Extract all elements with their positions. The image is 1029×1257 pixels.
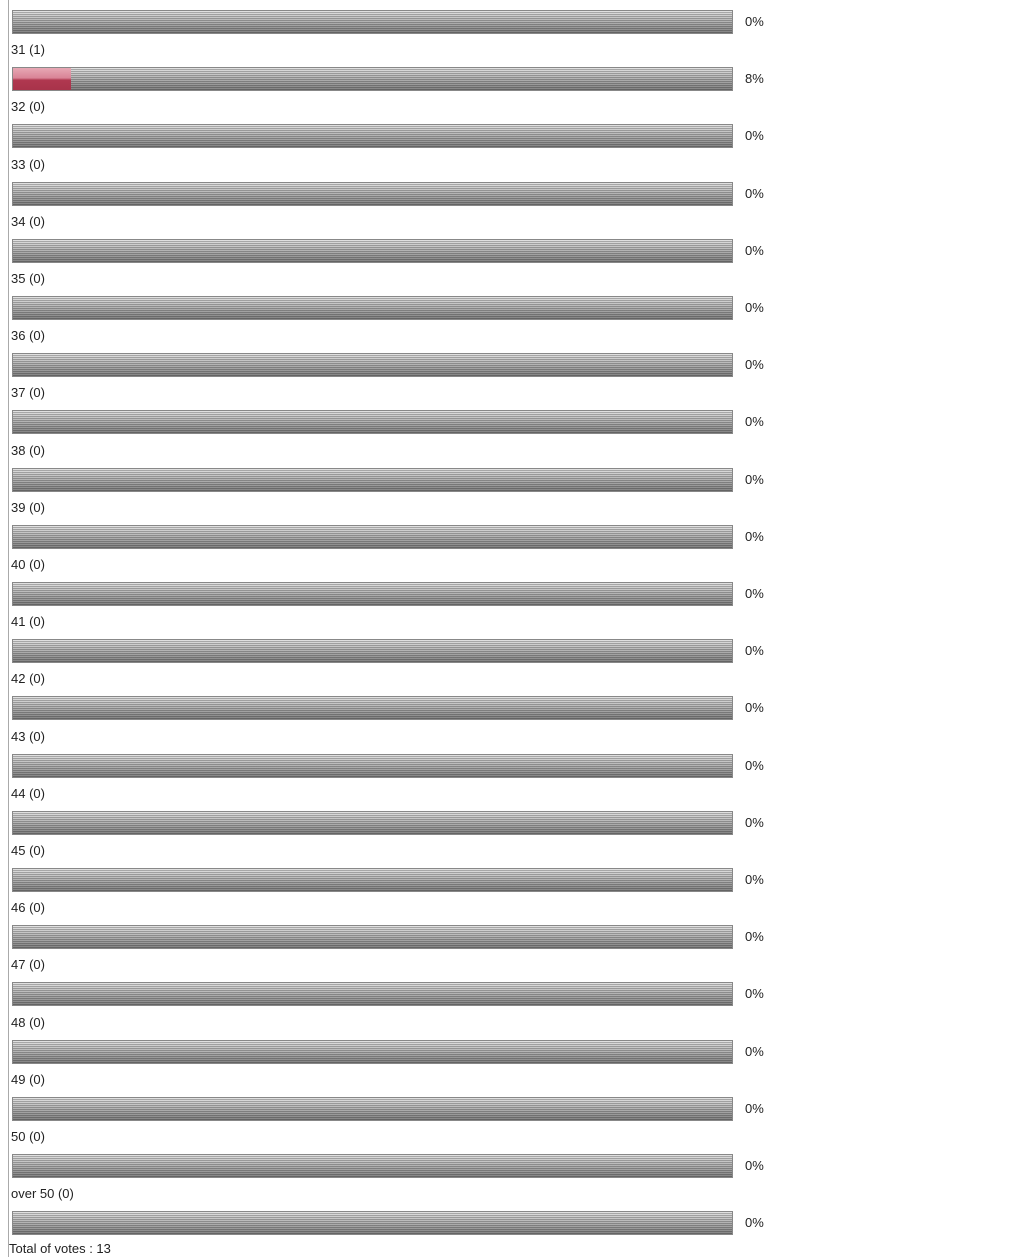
option-label: 34 (0) [11,213,45,229]
bar-track [12,925,733,950]
percent-label: 0% [745,414,764,430]
bar-track [12,696,733,721]
percent-label: 8% [745,71,764,87]
option-label: 41 (0) [11,614,45,630]
option-label: 44 (0) [11,785,45,801]
option-label: 33 (0) [11,156,45,172]
percent-label: 0% [745,1100,764,1116]
bar-track [12,124,733,149]
percent-label: 0% [745,471,764,487]
left-border [8,0,9,1257]
bar-track [12,67,733,92]
option-label: 46 (0) [11,900,45,916]
bar-track [12,524,733,549]
bar-track [12,467,733,492]
option-label: 39 (0) [11,499,45,515]
option-label: 42 (0) [11,671,45,687]
option-label: 38 (0) [11,442,45,458]
percent-label: 0% [745,1043,764,1059]
percent-label: 0% [745,757,764,773]
percent-label: 0% [745,128,764,144]
option-label: 35 (0) [11,271,45,286]
percent-label: 0% [745,1158,764,1173]
option-label: 50 (0) [11,1129,45,1144]
option-label: 43 (0) [11,728,45,744]
option-label: 32 (0) [11,99,45,115]
option-label: 45 (0) [11,843,45,858]
percent-label: 0% [745,14,764,29]
bar-track [12,10,733,34]
option-label: 40 (0) [11,557,45,572]
option-label: 47 (0) [11,957,45,973]
bar-fill [13,68,71,91]
option-label: 37 (0) [11,385,45,401]
bar-track [12,296,733,320]
option-label: 48 (0) [11,1014,45,1030]
bar-track [12,1154,733,1178]
bar-track [12,238,733,263]
percent-label: 0% [745,986,764,1002]
percent-label: 0% [745,643,764,659]
option-label: 31 (1) [11,42,45,58]
bar-track [12,982,733,1007]
percent-label: 0% [745,700,764,716]
percent-label: 0% [745,872,764,887]
bar-track [12,810,733,835]
option-label: 49 (0) [11,1071,45,1087]
percent-label: 0% [745,528,764,544]
bar-track [12,753,733,778]
total-votes: Total of votes : 13 [9,1241,111,1256]
bar-track [12,639,733,664]
bar-track [12,1211,733,1236]
bar-track [12,181,733,206]
percent-label: 0% [745,814,764,830]
percent-label: 0% [745,185,764,201]
option-label: 36 (0) [11,328,45,344]
bar-track [12,410,733,435]
bar-track [12,1039,733,1064]
percent-label: 0% [745,586,764,601]
percent-label: 0% [745,242,764,258]
bar-track [12,582,733,606]
percent-label: 0% [745,300,764,315]
bar-track [12,868,733,892]
percent-label: 0% [745,1215,764,1231]
percent-label: 0% [745,929,764,945]
bar-track [12,353,733,378]
bar-track [12,1096,733,1121]
percent-label: 0% [745,357,764,373]
option-label: over 50 (0) [11,1186,74,1202]
